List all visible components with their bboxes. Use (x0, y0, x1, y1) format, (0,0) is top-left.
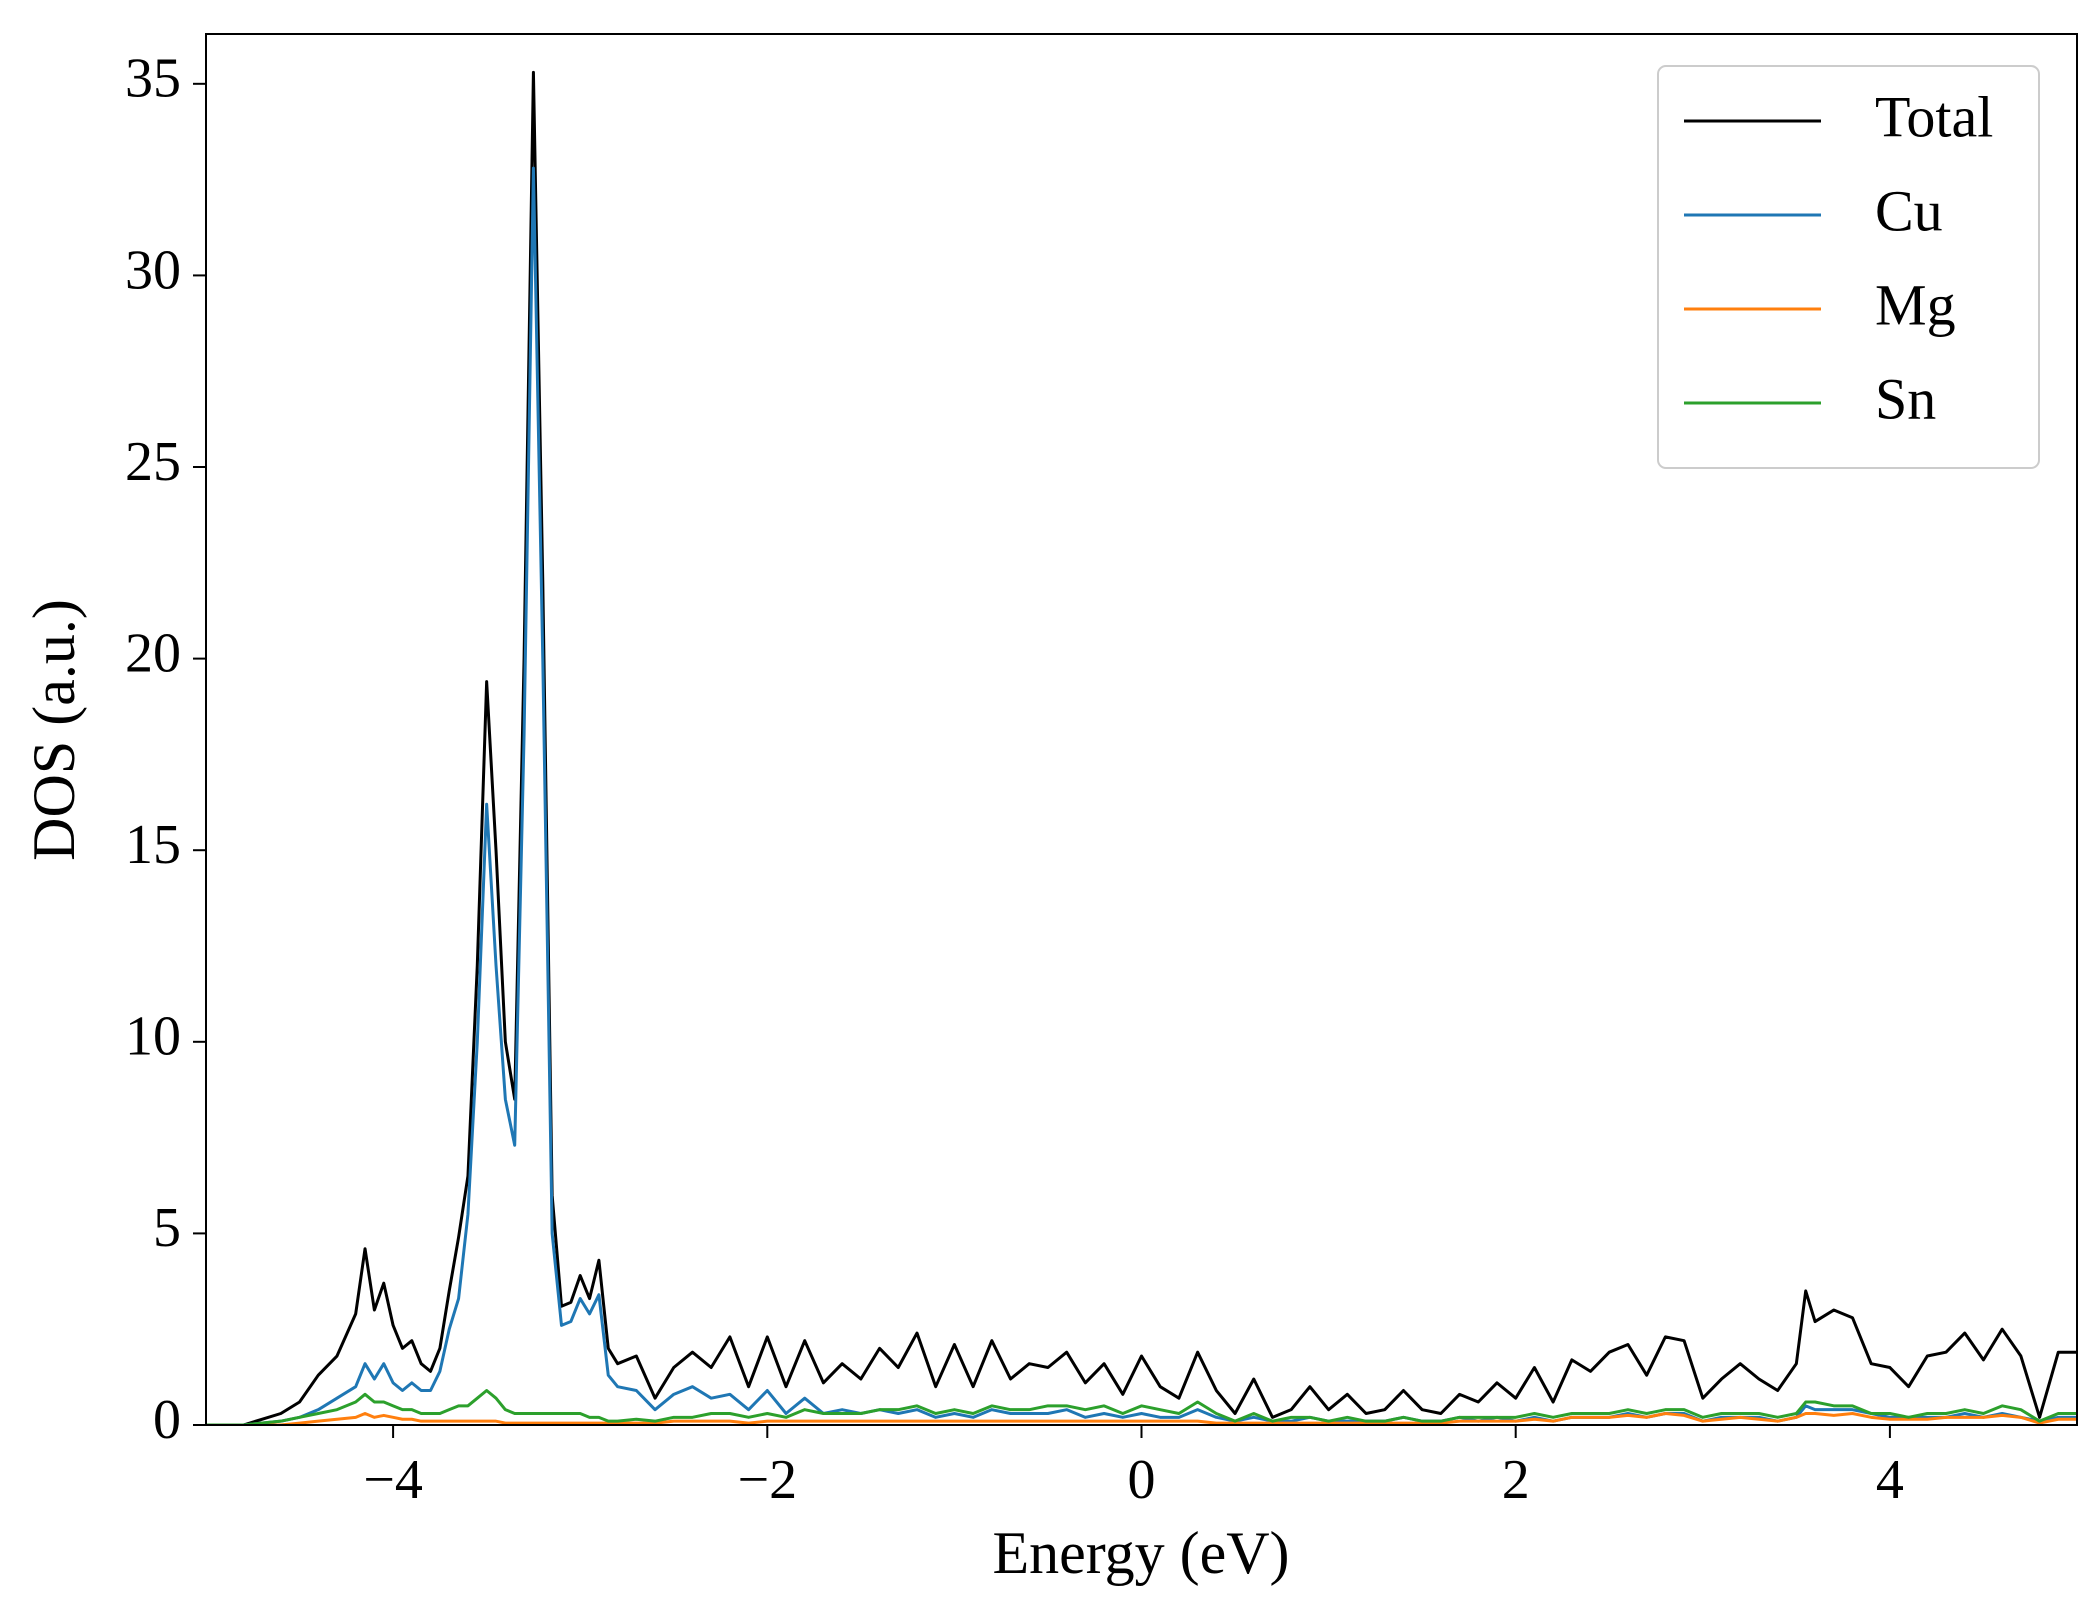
x-tick-label: 0 (1128, 1449, 1156, 1511)
plot-frame (205, 33, 2078, 1426)
x-axis-label: Energy (eV) (992, 1520, 1289, 1586)
legend-label: Cu (1875, 178, 1943, 243)
y-tick-label: 5 (153, 1197, 181, 1259)
y-tick-label: 15 (125, 814, 181, 876)
series-line (206, 1412, 2077, 1425)
y-axis-label: DOS (a.u.) (21, 599, 87, 861)
series-line (206, 1389, 2077, 1425)
y-tick-label: 35 (125, 48, 181, 110)
x-tick-label: −4 (363, 1449, 423, 1511)
y-tick-label: 10 (125, 1006, 181, 1068)
x-tick-label: 2 (1502, 1449, 1530, 1511)
y-tick-label: 25 (125, 431, 181, 493)
legend-label: Total (1875, 84, 1993, 149)
x-tick-label: 4 (1876, 1449, 1904, 1511)
legend-box (1657, 65, 2040, 469)
series-line (206, 70, 2077, 1425)
y-tick-label: 30 (125, 239, 181, 301)
legend-label: Sn (1875, 366, 1936, 431)
y-tick-label: 0 (153, 1389, 181, 1451)
y-tick-label: 20 (125, 622, 181, 684)
x-tick-label: −2 (738, 1449, 798, 1511)
legend-label: Mg (1875, 272, 1956, 337)
